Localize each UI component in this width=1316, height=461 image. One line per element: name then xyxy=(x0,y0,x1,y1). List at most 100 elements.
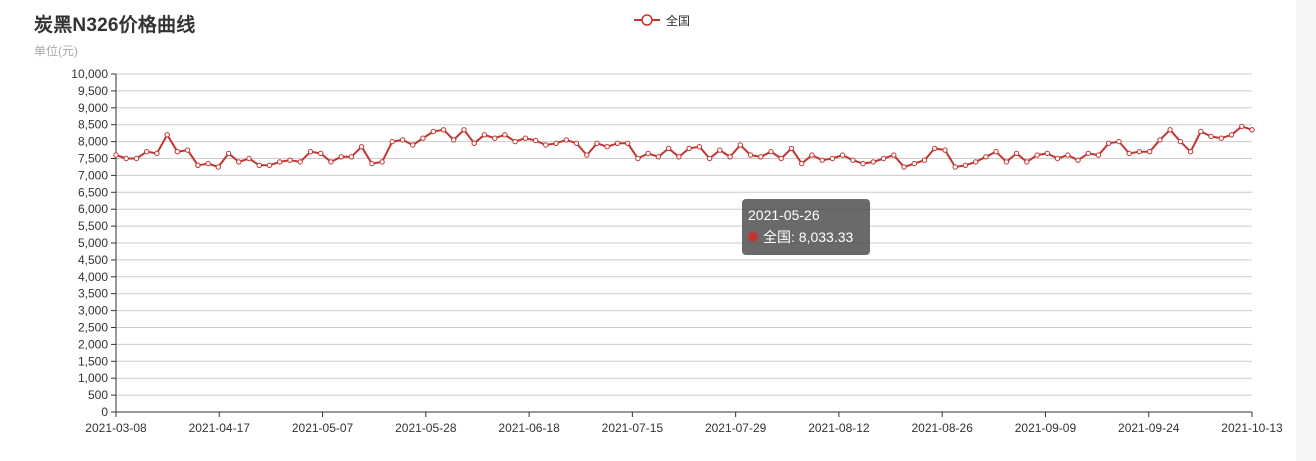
data-point xyxy=(133,155,140,162)
chart-unit-label: 单位(元) xyxy=(34,44,78,58)
tooltip-series-dot xyxy=(748,232,758,242)
y-tick-label: 9,000 xyxy=(78,101,108,115)
data-point xyxy=(154,150,160,157)
data-point xyxy=(911,160,917,167)
data-point xyxy=(901,164,907,170)
legend-item-label: 全国 xyxy=(666,13,691,28)
data-point xyxy=(215,164,222,170)
y-tick-label: 1,500 xyxy=(78,354,108,368)
data-point xyxy=(1075,157,1081,163)
data-point xyxy=(604,144,610,150)
data-point xyxy=(492,135,498,141)
data-point xyxy=(1024,159,1030,165)
data-point xyxy=(809,152,815,158)
data-point xyxy=(1065,152,1071,158)
data-point xyxy=(1095,152,1102,158)
data-point xyxy=(829,155,836,162)
data-point xyxy=(993,149,999,155)
data-point xyxy=(522,135,529,141)
tooltip-separator: : xyxy=(791,229,799,245)
y-tick-label: 5,500 xyxy=(78,219,108,233)
data-point xyxy=(543,142,549,148)
data-point xyxy=(1218,135,1225,141)
data-point xyxy=(665,145,672,152)
data-point xyxy=(747,152,754,158)
data-point xyxy=(174,149,181,155)
y-tick-label: 500 xyxy=(88,388,108,402)
data-point xyxy=(850,157,856,163)
data-point xyxy=(318,150,324,157)
data-point xyxy=(1157,137,1163,143)
y-tick-label: 0 xyxy=(101,405,108,419)
data-point xyxy=(1187,149,1194,155)
data-point xyxy=(614,140,621,147)
data-point xyxy=(440,127,447,133)
data-point xyxy=(1136,149,1143,155)
y-tick-label: 8,000 xyxy=(78,135,108,149)
data-point xyxy=(144,149,150,155)
data-point xyxy=(287,157,293,163)
data-point xyxy=(266,162,273,169)
chart-axes: 0 500 1,000 1,500 2,000 2,500 3,000 3,500 4,000 4… xyxy=(71,67,1283,435)
y-tick-label: 4,500 xyxy=(78,253,108,267)
data-point xyxy=(379,159,385,165)
y-tick-label: 6,000 xyxy=(78,202,108,216)
line-circle-icon xyxy=(634,14,660,26)
y-tick-label: 2,500 xyxy=(78,321,108,335)
data-point xyxy=(420,135,426,141)
data-point xyxy=(563,137,569,143)
data-point xyxy=(532,137,539,144)
data-point xyxy=(891,152,897,158)
grid-lines xyxy=(116,73,1252,396)
data-point xyxy=(1228,132,1235,138)
data-point xyxy=(1044,150,1051,157)
data-point xyxy=(1239,123,1245,130)
data-point xyxy=(645,150,651,157)
data-point xyxy=(225,150,232,157)
data-point xyxy=(727,154,733,160)
data-point xyxy=(952,164,958,170)
x-tick-label: 2021-06-18 xyxy=(498,421,560,435)
data-point xyxy=(328,159,334,165)
y-tick-label: 4,000 xyxy=(78,270,108,284)
series-quanguo[interactable] xyxy=(113,123,1255,170)
data-point xyxy=(839,152,846,158)
data-point xyxy=(635,155,641,162)
data-point xyxy=(737,142,743,148)
data-point xyxy=(758,154,764,160)
x-tick-label: 2021-08-12 xyxy=(808,421,870,435)
x-tick-label: 2021-07-29 xyxy=(705,421,767,435)
data-point xyxy=(819,157,825,163)
data-point xyxy=(461,127,467,133)
data-point xyxy=(860,160,866,167)
data-point xyxy=(625,140,631,147)
data-point xyxy=(358,144,365,150)
y-tick-label: 3,000 xyxy=(78,304,108,318)
data-point xyxy=(706,155,713,162)
data-point xyxy=(942,147,948,153)
y-tick-label: 10,000 xyxy=(71,67,108,81)
data-point xyxy=(1085,150,1092,157)
x-tick-label: 2021-10-13 xyxy=(1221,421,1283,435)
x-tick-label: 2021-04-17 xyxy=(189,421,251,435)
data-point xyxy=(1034,152,1040,158)
data-point xyxy=(205,160,211,167)
data-point xyxy=(246,155,252,162)
chart-title: 炭黑N326价格曲线 xyxy=(34,15,196,36)
x-tick-label: 2021-03-08 xyxy=(85,421,147,435)
data-point xyxy=(1208,133,1214,140)
data-point xyxy=(369,160,375,167)
data-point xyxy=(1198,128,1204,135)
data-point xyxy=(123,155,129,162)
data-point xyxy=(1106,140,1112,147)
data-point xyxy=(799,160,805,167)
y-tick-label: 7,000 xyxy=(78,168,108,182)
data-point xyxy=(481,132,488,138)
data-point xyxy=(584,152,590,158)
series-line xyxy=(115,125,1253,168)
chart-legend[interactable]: 全国 xyxy=(634,10,690,30)
data-point xyxy=(297,159,303,165)
data-point xyxy=(113,152,119,158)
y-tick-label: 1,000 xyxy=(78,371,108,385)
tooltip-series-name: 全国 xyxy=(763,229,791,245)
